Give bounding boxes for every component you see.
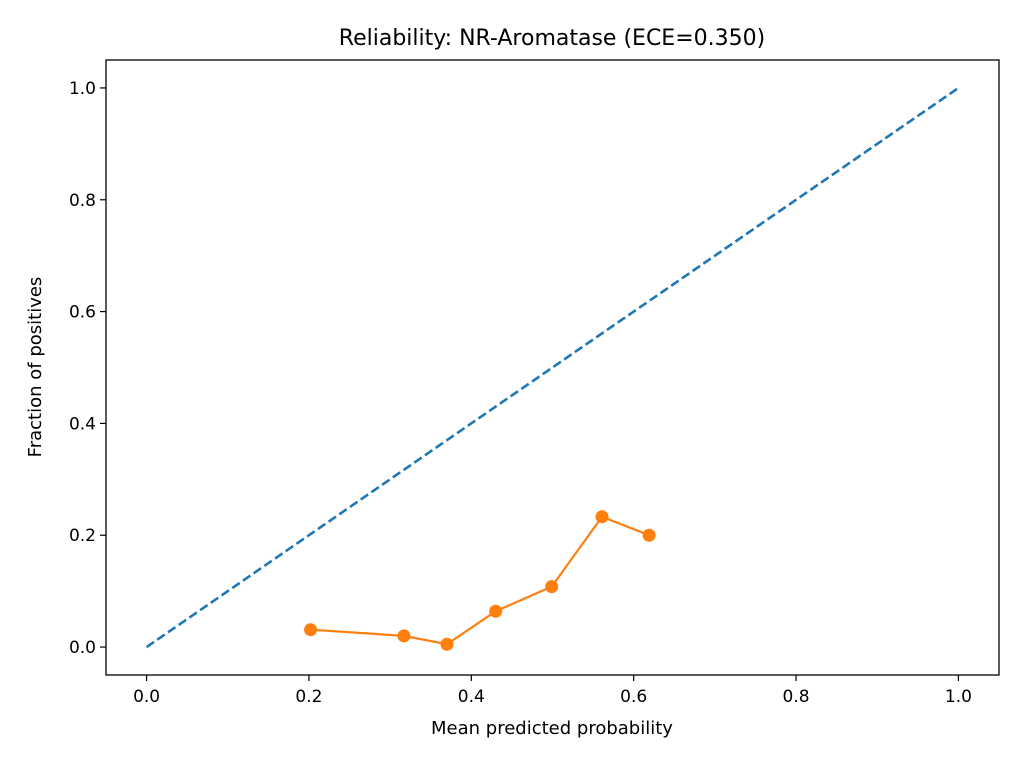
calibration-point — [304, 623, 318, 637]
y-axis-label: Fraction of positives — [25, 277, 46, 458]
y-tick-label: 0.4 — [69, 414, 96, 434]
series-layer — [145, 86, 960, 651]
calibration-point — [545, 580, 559, 594]
calibration-point — [595, 510, 609, 524]
x-tick-label: 0.8 — [783, 687, 810, 707]
x-tick-label: 1.0 — [945, 687, 972, 707]
perfect-calibration-line — [145, 86, 960, 649]
y-tick-label: 0.6 — [69, 303, 96, 323]
x-tick-label: 0.0 — [133, 687, 160, 707]
x-tick-label: 0.4 — [458, 687, 485, 707]
chart-title: Reliability: NR-Aromatase (ECE=0.350) — [339, 26, 765, 51]
x-tick-label: 0.2 — [295, 687, 322, 707]
y-tick-label: 0.2 — [69, 526, 96, 546]
y-tick-label: 0.8 — [69, 191, 96, 211]
ticks-layer: 0.0 0.2 0.4 0.6 0.8 1.0 0.0 0.2 0.4 0.6 0.8 1.0 — [69, 79, 972, 707]
calibration-point — [440, 637, 454, 651]
calibration-point — [642, 528, 656, 542]
calibration-point — [397, 629, 411, 643]
x-tick-label: 0.6 — [620, 687, 647, 707]
y-tick-label: 1.0 — [69, 79, 96, 99]
plot-frame — [105, 59, 1000, 676]
x-axis-label: Mean predicted probability — [431, 718, 673, 739]
calibration-point — [489, 604, 503, 618]
y-tick-label: 0.0 — [69, 638, 96, 658]
